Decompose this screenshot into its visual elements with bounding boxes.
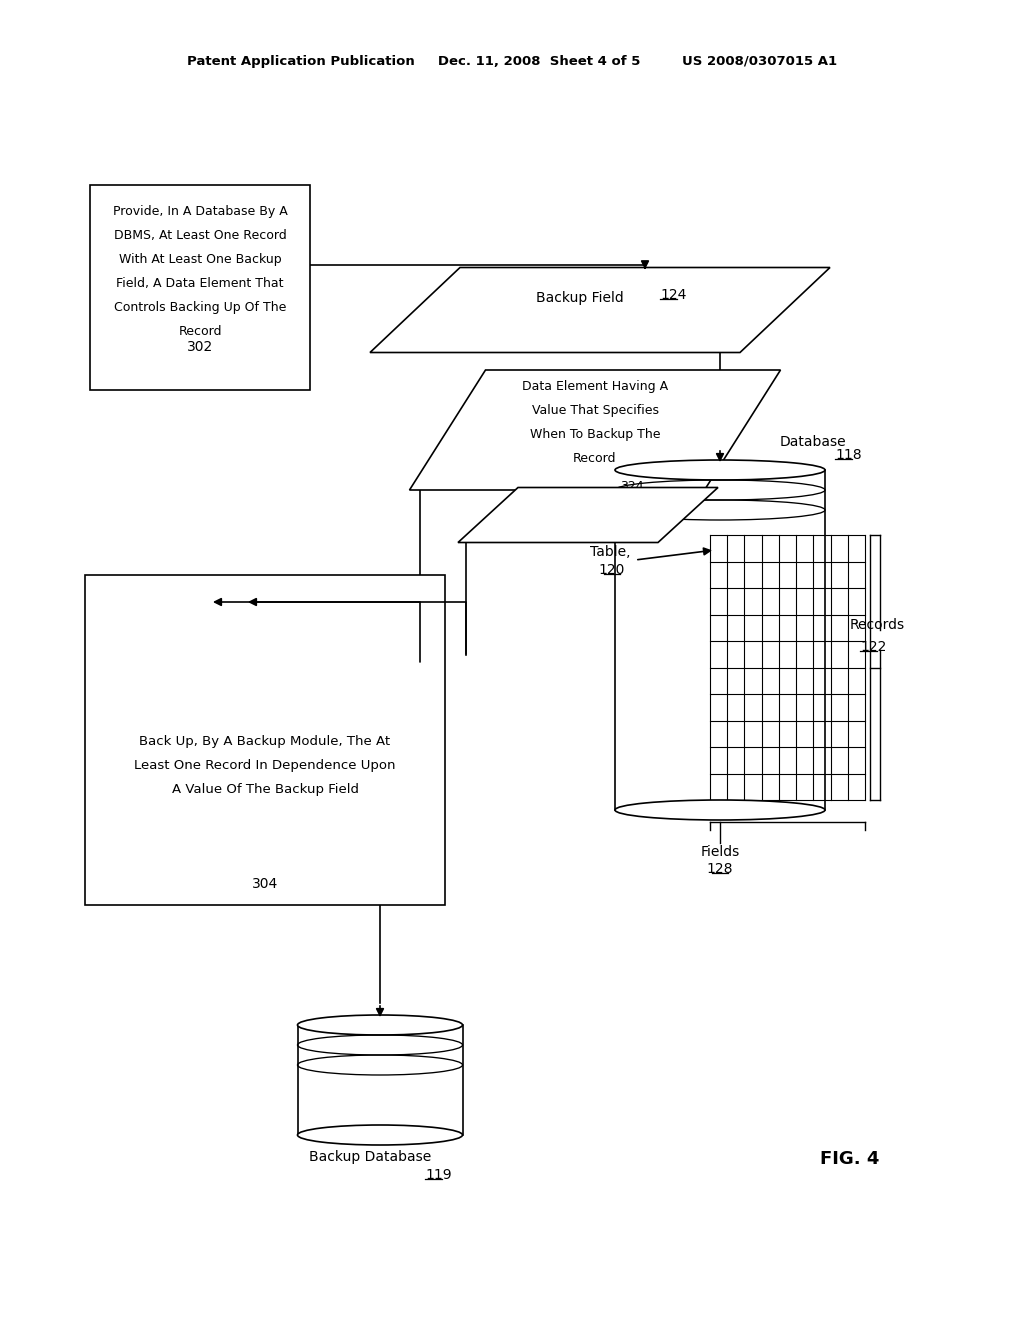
Text: Database: Database [780, 436, 847, 449]
Ellipse shape [298, 1125, 463, 1144]
Text: 122: 122 [860, 640, 887, 653]
Text: Backup Field: Backup Field [537, 290, 624, 305]
Text: Table,: Table, [590, 545, 630, 558]
Text: Frequency: Frequency [535, 500, 606, 513]
Text: 119: 119 [425, 1168, 452, 1181]
Bar [90, 185, 310, 389]
Text: Fields: Fields [700, 845, 739, 859]
Text: Field, A Data Element That: Field, A Data Element That [117, 277, 284, 290]
Ellipse shape [615, 459, 825, 480]
Text: Patent Application Publication     Dec. 11, 2008  Sheet 4 of 5         US 2008/0: Patent Application Publication Dec. 11, … [187, 55, 837, 69]
Text: 124: 124 [660, 288, 686, 302]
Text: 118: 118 [835, 447, 861, 462]
Bar [615, 470, 825, 810]
Text: 328: 328 [217, 685, 243, 700]
Text: With At Least One Backup: With At Least One Backup [119, 253, 282, 267]
Text: DBMS, At Least One Record: DBMS, At Least One Record [114, 228, 287, 242]
Polygon shape [458, 487, 718, 543]
Text: Record: Record [178, 325, 222, 338]
Text: Specified Frequency: Specified Frequency [160, 667, 300, 681]
Ellipse shape [298, 1015, 463, 1035]
Text: Controls Backing Up Of The: Controls Backing Up Of The [114, 301, 286, 314]
Text: When To Backup The: When To Backup The [529, 428, 660, 441]
Text: 128: 128 [707, 862, 733, 876]
Text: Back Up, By A Backup Module, The At: Back Up, By A Backup Module, The At [139, 735, 390, 748]
Text: FIG. 4: FIG. 4 [820, 1150, 880, 1168]
Text: 304: 304 [252, 876, 279, 891]
Text: 324: 324 [620, 480, 644, 492]
Text: Value That Specifies: Value That Specifies [531, 404, 658, 417]
Text: One Record At The: One Record At The [165, 642, 295, 655]
Text: Data Element Having A: Data Element Having A [522, 380, 668, 393]
Text: Provide, In A Database By A: Provide, In A Database By A [113, 205, 288, 218]
Text: Backup The At Least: Backup The At Least [159, 615, 301, 630]
Text: 326: 326 [628, 498, 654, 511]
Text: 302: 302 [186, 341, 213, 354]
Text: Least One Record In Dependence Upon: Least One Record In Dependence Upon [134, 759, 395, 772]
Text: A Value Of The Backup Field: A Value Of The Backup Field [171, 783, 358, 796]
Text: Record: Record [573, 451, 616, 465]
Text: 120: 120 [599, 564, 626, 577]
Text: Backup Database: Backup Database [309, 1150, 431, 1164]
Bar [105, 601, 355, 719]
Bar [85, 576, 445, 906]
Text: Records: Records [850, 618, 905, 632]
Polygon shape [410, 370, 780, 490]
Ellipse shape [615, 800, 825, 820]
Polygon shape [370, 268, 830, 352]
Bar [298, 1026, 463, 1135]
